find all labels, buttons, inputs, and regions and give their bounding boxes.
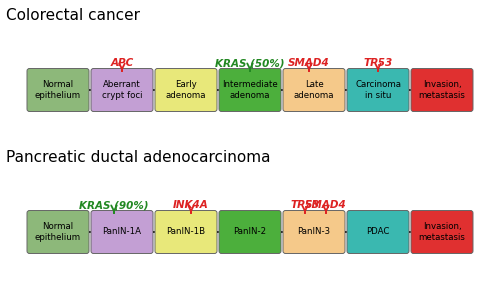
Text: Invasion,
metastasis: Invasion, metastasis [418, 80, 466, 100]
Text: Invasion,
metastasis: Invasion, metastasis [418, 222, 466, 242]
FancyBboxPatch shape [91, 68, 153, 111]
Text: Normal
epithelium: Normal epithelium [35, 80, 81, 100]
Text: PanIN-3: PanIN-3 [298, 227, 330, 237]
Text: PDAC: PDAC [366, 227, 390, 237]
FancyBboxPatch shape [411, 211, 473, 253]
FancyBboxPatch shape [155, 68, 217, 111]
Text: PanIN-1B: PanIN-1B [166, 227, 205, 237]
FancyBboxPatch shape [91, 211, 153, 253]
Text: PanIN-2: PanIN-2 [234, 227, 266, 237]
Text: Aberrant
crypt foci: Aberrant crypt foci [102, 80, 142, 100]
Text: PanIN-1A: PanIN-1A [102, 227, 142, 237]
FancyBboxPatch shape [283, 68, 345, 111]
Text: SMAD4: SMAD4 [305, 200, 347, 210]
FancyBboxPatch shape [219, 68, 281, 111]
Text: KRAS (50%): KRAS (50%) [215, 58, 285, 68]
Text: Normal
epithelium: Normal epithelium [35, 222, 81, 242]
Text: Pancreatic ductal adenocarcinoma: Pancreatic ductal adenocarcinoma [6, 150, 270, 165]
FancyBboxPatch shape [283, 211, 345, 253]
Text: KRAS (90%): KRAS (90%) [79, 200, 149, 210]
Text: Intermediate
adenoma: Intermediate adenoma [222, 80, 278, 100]
Text: APC: APC [110, 58, 134, 68]
FancyBboxPatch shape [27, 68, 89, 111]
Text: Early
adenoma: Early adenoma [166, 80, 206, 100]
Text: TP53: TP53 [364, 58, 392, 68]
FancyBboxPatch shape [411, 68, 473, 111]
Text: INK4A: INK4A [173, 200, 209, 210]
FancyBboxPatch shape [27, 211, 89, 253]
Text: TP53: TP53 [290, 200, 320, 210]
Text: Carcinoma
in situ: Carcinoma in situ [355, 80, 401, 100]
Text: SMAD4: SMAD4 [288, 58, 330, 68]
FancyBboxPatch shape [347, 68, 409, 111]
Text: Colorectal cancer: Colorectal cancer [6, 8, 140, 23]
FancyBboxPatch shape [347, 211, 409, 253]
FancyBboxPatch shape [219, 211, 281, 253]
Text: Late
adenoma: Late adenoma [294, 80, 334, 100]
FancyBboxPatch shape [155, 211, 217, 253]
